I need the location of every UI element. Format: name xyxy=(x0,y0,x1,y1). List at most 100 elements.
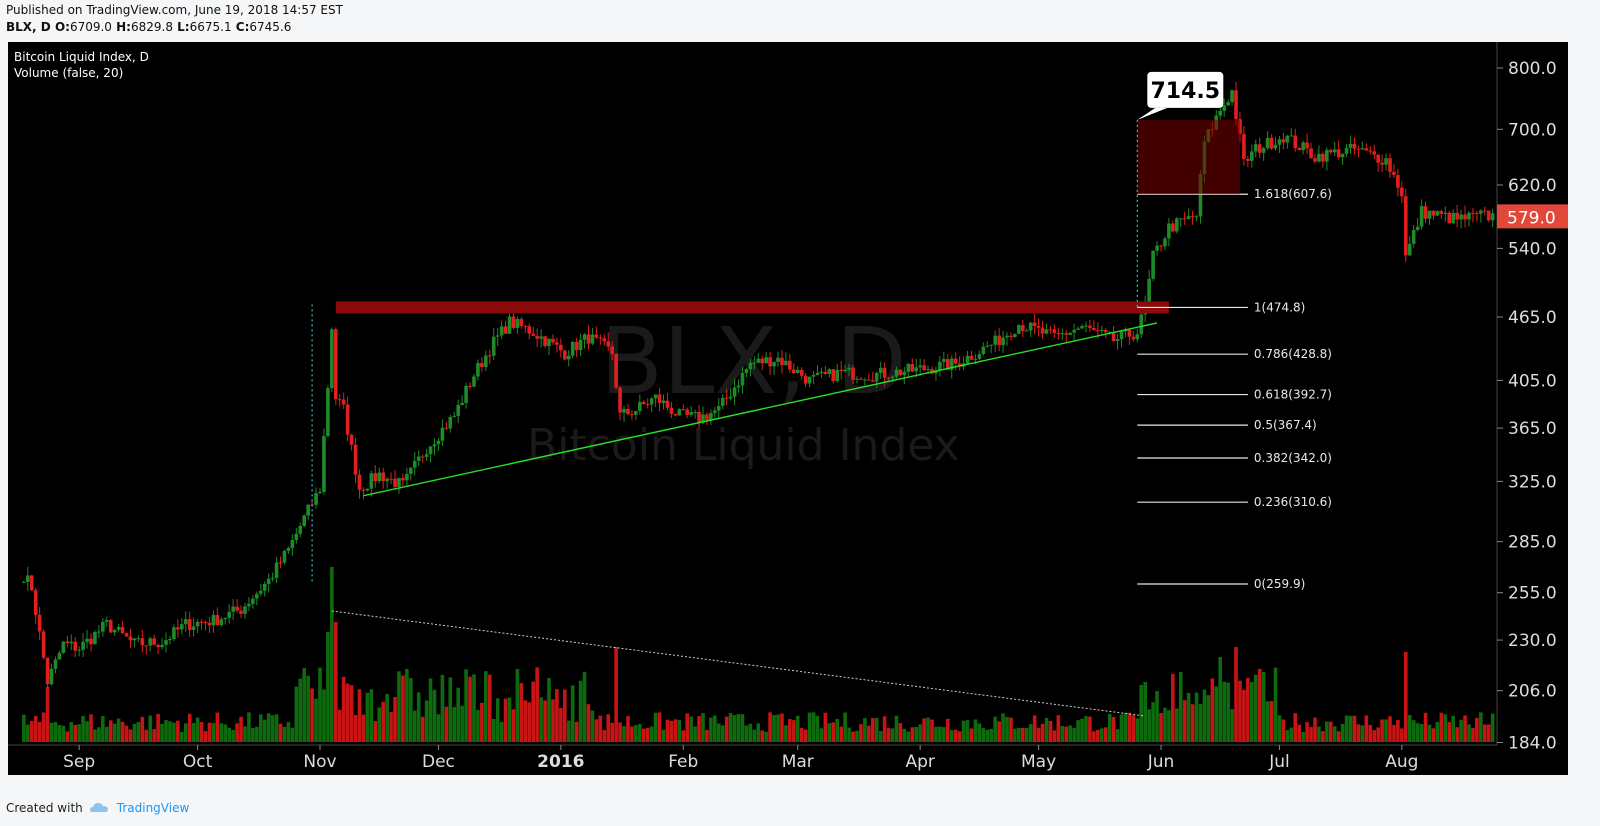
candle-body xyxy=(1344,147,1349,154)
volume-bar xyxy=(1293,713,1298,742)
candle-body xyxy=(815,372,820,375)
volume-bar xyxy=(377,707,382,742)
volume-bar xyxy=(37,722,42,742)
candle-body xyxy=(855,378,859,380)
candle-body xyxy=(1005,335,1009,338)
volume-bar xyxy=(661,729,666,742)
candle-body xyxy=(333,329,338,400)
candle-body xyxy=(1431,210,1436,216)
volume-bar xyxy=(255,726,259,742)
volume-bar xyxy=(764,731,768,742)
volume-bar xyxy=(330,567,334,742)
candle-body xyxy=(1167,223,1171,239)
volume-bar xyxy=(440,674,445,742)
candle-body xyxy=(322,436,326,492)
time-tick-label: Aug xyxy=(1385,752,1418,772)
volume-bar xyxy=(270,715,275,742)
volume-bar xyxy=(1368,724,1373,742)
candle-body xyxy=(101,621,105,632)
candle-body xyxy=(1297,148,1301,151)
candle-body xyxy=(1281,139,1286,143)
candle-body xyxy=(803,375,808,384)
volume-bar xyxy=(1427,724,1432,742)
fib-level-label: 0.786(428.8) xyxy=(1254,347,1332,361)
volume-bar xyxy=(409,678,413,742)
candle-body xyxy=(1111,331,1116,342)
price-chart[interactable]: BLX, D Bitcoin Liquid Index Bitcoin Liqu… xyxy=(0,0,1600,790)
time-tick-label: Jul xyxy=(1268,752,1290,772)
candle-body xyxy=(227,611,231,618)
volume-bar xyxy=(918,724,922,742)
candle-body xyxy=(1317,153,1321,162)
volume-bar xyxy=(1139,684,1144,742)
legend-volume: Volume (false, 20) xyxy=(14,66,123,80)
volume-bar xyxy=(1024,727,1029,742)
time-tick-label: 2016 xyxy=(537,752,584,772)
tradingview-brand[interactable]: TradingView xyxy=(116,801,190,815)
candle-body xyxy=(1490,213,1495,221)
candle-body xyxy=(997,335,1001,346)
volume-bar xyxy=(164,720,168,742)
candle-body xyxy=(1479,210,1483,214)
candle-body xyxy=(432,444,437,447)
volume-bar xyxy=(389,711,393,742)
candle-body xyxy=(484,355,488,368)
candle-body xyxy=(41,631,46,658)
price-tick-label: 255.0 xyxy=(1508,584,1557,604)
volume-bar xyxy=(487,674,492,742)
symbol-label: BLX, D xyxy=(6,20,51,34)
volume-bar xyxy=(460,705,464,742)
candle-body xyxy=(906,364,911,372)
volume-bar xyxy=(1048,720,1053,742)
candle-body xyxy=(128,636,133,641)
volume-bar xyxy=(1036,727,1041,742)
volume-bar xyxy=(799,727,804,742)
volume-bar xyxy=(981,728,986,742)
volume-bar xyxy=(93,729,97,742)
candle-body xyxy=(740,372,745,386)
volume-bar xyxy=(886,728,891,742)
volume-bar xyxy=(203,731,208,742)
candle-body xyxy=(523,326,528,328)
candle-body xyxy=(318,491,322,494)
volume-bar xyxy=(1119,714,1124,742)
volume-bar xyxy=(515,668,520,742)
price-tick-label: 285.0 xyxy=(1508,533,1557,553)
callout-pointer xyxy=(1137,107,1168,120)
candle-body xyxy=(278,562,283,564)
candle-body xyxy=(381,472,385,482)
volume-bar xyxy=(472,674,476,742)
candle-body xyxy=(1163,238,1167,247)
price-tick-label: 620.0 xyxy=(1508,176,1557,196)
candle-body xyxy=(1388,158,1392,172)
volume-bar xyxy=(428,678,433,742)
volume-bar xyxy=(243,726,247,742)
volume-bar xyxy=(97,727,101,742)
candle-body xyxy=(160,644,164,648)
candle-body xyxy=(985,345,990,347)
candle-body xyxy=(874,372,879,382)
candle-body xyxy=(551,338,555,343)
volume-bar xyxy=(187,713,192,742)
candle-body xyxy=(341,399,346,405)
candle-body xyxy=(124,633,129,637)
volume-bar xyxy=(1348,715,1353,742)
price-axis[interactable] xyxy=(1497,42,1568,745)
candle-body xyxy=(1072,329,1076,333)
volume-bar xyxy=(1040,723,1045,742)
volume-bar xyxy=(1080,718,1084,742)
volume-bar xyxy=(993,716,997,742)
volume-bar xyxy=(531,681,536,742)
volume-bar xyxy=(945,718,950,742)
candle-body xyxy=(535,335,539,339)
candle-body xyxy=(610,346,614,355)
time-tick-label: Oct xyxy=(183,752,213,772)
candle-body xyxy=(436,440,441,445)
time-axis[interactable] xyxy=(8,745,1568,775)
candle-body xyxy=(231,606,235,612)
candle-body xyxy=(491,336,496,356)
candle-body xyxy=(1230,90,1234,103)
candle-body xyxy=(1186,216,1191,219)
volume-bar xyxy=(144,729,149,742)
candle-body xyxy=(251,598,255,604)
